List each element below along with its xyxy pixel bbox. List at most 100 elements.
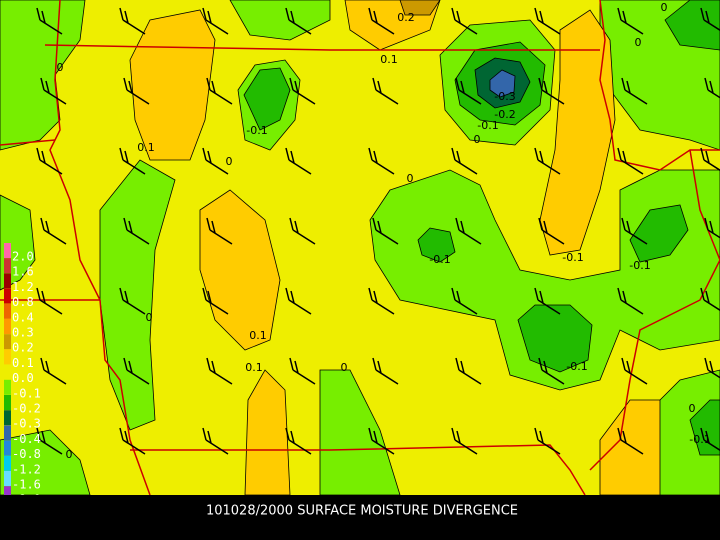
wind-barb <box>40 77 67 105</box>
contour-label: 0 <box>474 133 481 146</box>
wind-barb <box>451 427 478 455</box>
wind-barbs <box>36 7 720 455</box>
contour-label: 0.1 <box>137 141 155 154</box>
wind-barb <box>451 7 478 35</box>
wind-barb <box>534 147 561 175</box>
contour-label: -0.1 <box>429 253 450 266</box>
wind-barb <box>534 287 561 315</box>
contour-label: 0 <box>66 448 73 461</box>
contour-label: 0.1 <box>249 329 267 342</box>
wind-barb <box>372 77 399 105</box>
legend-label: -1.2 <box>12 462 41 476</box>
legend-swatch <box>4 334 11 350</box>
wind-barb <box>617 7 644 35</box>
contour-label: 0.1 <box>380 53 398 66</box>
wind-barb <box>368 427 395 455</box>
wind-barb <box>289 357 316 385</box>
wind-barb <box>534 7 561 35</box>
contour-label: 0.1 <box>245 361 263 374</box>
wind-barb <box>119 147 146 175</box>
wind-barb <box>368 287 395 315</box>
contour-label: -0.1 <box>629 259 650 272</box>
wind-barb <box>617 427 644 455</box>
state-borders <box>0 0 720 496</box>
contour-label: 0 <box>407 172 414 185</box>
legend-label: 2.0 <box>12 250 34 264</box>
wind-barb <box>534 427 561 455</box>
contour-label: -0.1 <box>477 119 498 132</box>
legend-swatch <box>4 319 11 334</box>
contour-label: -0.2 <box>494 108 515 121</box>
legend-swatch <box>4 303 11 319</box>
legend-swatch <box>4 471 11 486</box>
legend-swatch <box>4 364 11 380</box>
wind-barb <box>451 147 478 175</box>
legend-swatch <box>4 425 11 441</box>
wind-barb <box>538 217 565 245</box>
legend-swatch <box>4 486 11 502</box>
wind-barb <box>617 287 644 315</box>
wind-barb <box>372 357 399 385</box>
wind-barb <box>700 7 720 32</box>
wind-barb <box>119 287 146 315</box>
contour-label: 0 <box>635 36 642 49</box>
wind-barb <box>123 77 150 105</box>
wind-barb <box>206 217 233 245</box>
wind-barb <box>202 287 229 315</box>
contour-label: 0 <box>226 155 233 168</box>
wind-barb <box>206 357 233 385</box>
wind-barb <box>700 427 720 452</box>
wind-barb <box>36 147 63 175</box>
wind-barb <box>36 427 63 455</box>
wind-barb <box>202 427 229 455</box>
legend-label: 0.1 <box>12 356 34 370</box>
wind-barb <box>40 357 67 385</box>
legend-swatch <box>4 455 11 471</box>
legend-swatch <box>4 258 11 274</box>
contour-labels: 0.20.1-0.3-0.2-0.10-0.100.100-0.1 -0.1-0.… <box>57 1 711 461</box>
wind-barb <box>704 77 720 99</box>
wind-barb <box>36 7 63 35</box>
legend-label: 1.6 <box>12 265 34 279</box>
wind-barb <box>704 357 720 379</box>
wind-barb <box>700 147 720 172</box>
legend-swatch <box>4 379 11 395</box>
wind-barb <box>119 7 146 35</box>
wind-barb <box>451 287 478 315</box>
legend-swatch <box>4 273 11 289</box>
wind-barb <box>621 357 648 385</box>
wind-barb <box>455 77 482 105</box>
legend-swatch <box>4 440 11 456</box>
contour-label: -0.1 <box>562 251 583 264</box>
legend-label: -0.4 <box>12 432 41 446</box>
wind-barb <box>621 77 648 105</box>
contour-label: 0.2 <box>397 11 415 24</box>
contour-label: 0 <box>146 311 153 324</box>
legend-label: -0.3 <box>12 417 41 431</box>
wind-barb <box>202 147 229 175</box>
legend-label: -0.8 <box>12 447 41 461</box>
wind-barb <box>289 77 316 105</box>
wind-barb <box>455 357 482 385</box>
wind-barb <box>206 77 233 105</box>
wind-barb <box>704 217 720 239</box>
contour-label: 0 <box>689 402 696 415</box>
wind-barb <box>368 147 395 175</box>
legend-label: 0.0 <box>12 371 34 385</box>
legend-label: 0.3 <box>12 326 34 340</box>
wind-barb <box>285 287 312 315</box>
legend-label: 0.2 <box>12 341 34 355</box>
wind-barb <box>285 147 312 175</box>
legend-label: 0.8 <box>12 295 34 309</box>
wind-barb <box>700 287 720 312</box>
wind-barb <box>621 217 648 245</box>
title-bar <box>0 495 720 540</box>
dark-green-regions <box>243 0 720 456</box>
legend-label: -1.6 <box>12 478 41 492</box>
wind-barb <box>36 287 63 315</box>
wind-barb <box>617 147 644 175</box>
legend-swatch <box>4 395 11 410</box>
legend-swatch <box>4 410 11 426</box>
legend-swatch <box>4 349 11 365</box>
